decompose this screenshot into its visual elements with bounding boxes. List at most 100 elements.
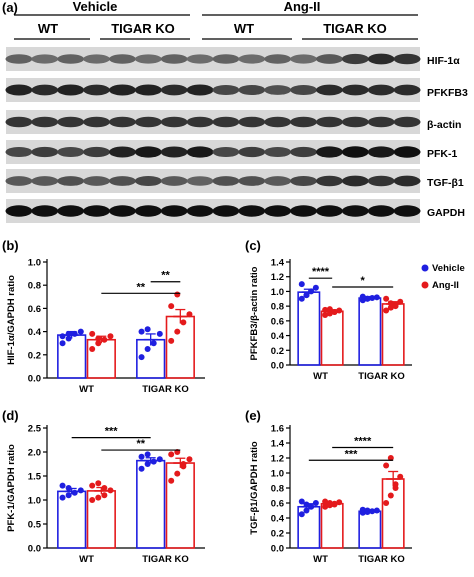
data-point-ang-ii — [89, 330, 96, 337]
bar-vehicle-tigar-ko — [358, 510, 382, 549]
blot-band — [5, 84, 33, 96]
data-point-ang-ii — [174, 291, 181, 298]
blot-band — [108, 116, 136, 128]
chart-panel-d: (d) 0.0 0.5 1.0 1.5 2.0 2.5 PFK-1/GAPDH ratio WT… — [2, 408, 205, 565]
blot-band — [264, 54, 292, 64]
y-axis-label: PFKFB3/β-actin ratio — [249, 266, 260, 360]
data-point-vehicle — [359, 506, 366, 513]
y-tick-label: 1.4 — [271, 258, 285, 269]
y-tick-label: 0.4 — [271, 331, 285, 342]
data-point-vehicle — [298, 295, 305, 302]
data-point-vehicle — [298, 281, 305, 288]
blot-band — [341, 84, 369, 96]
bar-ang-ii-wt — [320, 310, 344, 366]
data-point-ang-ii — [322, 498, 329, 505]
blot-band — [31, 146, 59, 158]
data-point-vehicle — [359, 293, 366, 300]
data-point-vehicle — [138, 453, 145, 460]
legend-label-ang-ii: Ang-II — [432, 280, 459, 291]
x-tick-label-wt: WT — [313, 371, 328, 382]
blot-band — [5, 205, 33, 217]
blot-band — [341, 53, 369, 65]
x-tick-label-tigar-ko: TIGAR KO — [142, 384, 188, 395]
data-point-ang-ii — [180, 319, 187, 326]
blot-band — [212, 146, 240, 158]
y-tick-label: 0.0 — [28, 374, 41, 385]
blot-band — [393, 53, 421, 65]
blot-band — [212, 205, 240, 217]
blot-band — [367, 84, 395, 96]
blot-band — [83, 54, 111, 64]
blot-band — [5, 146, 33, 158]
significance-label: **** — [312, 266, 330, 278]
band-label-pfkfb3: PFKFB3 — [427, 87, 468, 99]
bar-ang-ii-tigar-ko — [165, 462, 195, 549]
y-tick-label: 0.0 — [28, 544, 41, 555]
data-point-vehicle — [312, 500, 319, 506]
data-point-vehicle — [303, 501, 310, 508]
data-point-ang-ii — [392, 485, 399, 491]
data-point-ang-ii — [168, 477, 175, 484]
blot-band — [290, 54, 318, 64]
blot-band — [134, 205, 162, 217]
blot-band — [5, 54, 33, 64]
blot-strips — [5, 47, 421, 223]
blot-band — [134, 54, 162, 64]
x-tick-label-tigar-ko: TIGAR KO — [358, 371, 404, 382]
chart-panel-b: (b) 0.0 0.2 0.4 0.6 0.8 1.0 HIF-1α/GAPDH ratio W… — [2, 238, 205, 395]
data-point-vehicle — [59, 333, 66, 340]
data-point-vehicle — [71, 489, 78, 496]
blot-band — [83, 146, 111, 158]
data-point-ang-ii — [186, 311, 193, 318]
data-point-ang-ii — [101, 492, 108, 499]
data-point-vehicle — [303, 292, 310, 299]
significance-label: **** — [354, 436, 372, 448]
y-tick-label: 2.5 — [28, 424, 42, 435]
blot-band — [238, 116, 266, 128]
blot-band — [160, 205, 188, 217]
data-point-ang-ii — [387, 300, 394, 307]
data-point-ang-ii — [174, 470, 181, 477]
group-label-ko-vehicle: TIGAR KO — [111, 21, 175, 36]
y-axis-label: TGF-β1/GAPDH ratio — [249, 441, 260, 535]
blot-band — [238, 146, 266, 158]
blot-band — [290, 116, 318, 128]
band-label-tgfb1: TGF-β1 — [427, 177, 464, 189]
data-point-ang-ii — [95, 480, 102, 487]
blot-band — [264, 146, 292, 158]
data-point-ang-ii — [186, 456, 193, 463]
chart-panel-e: (e) 0.0 0.2 0.4 0.6 0.8 1.0 1.2 1.4 1.6 TGF-β1/GAP… — [245, 408, 412, 565]
panel-label: (b) — [2, 238, 19, 253]
blot-band — [212, 116, 240, 128]
data-point-vehicle — [312, 284, 319, 291]
y-tick-label: 0.0 — [271, 544, 284, 555]
chart-panel-c: (c) 0.0 0.2 0.4 0.6 0.8 1.0 1.2 1.4 PFKFB3/β-acti… — [245, 238, 412, 382]
data-point-ang-ii — [89, 346, 96, 352]
blot-band — [315, 175, 343, 187]
group-label-ko-ang-ii: TIGAR KO — [323, 21, 387, 36]
data-point-ang-ii — [383, 295, 390, 302]
blot-band — [212, 84, 240, 96]
blot-band — [83, 116, 111, 128]
blot-band — [57, 54, 85, 64]
blot-band — [134, 175, 162, 187]
y-tick-label: 1.2 — [271, 454, 284, 465]
data-point-ang-ii — [95, 494, 102, 501]
blot-band — [341, 116, 369, 128]
y-tick-label: 0.2 — [271, 529, 284, 540]
bar-ang-ii-wt — [86, 338, 116, 379]
blot-band — [83, 205, 111, 217]
legend-marker-ang-ii — [421, 281, 429, 289]
blot-band — [341, 146, 369, 158]
significance-label: * — [361, 275, 366, 287]
data-point-ang-ii — [387, 455, 394, 461]
blot-band — [393, 205, 421, 217]
blot-band — [393, 146, 421, 158]
blot-band — [315, 146, 343, 158]
blot-band — [341, 175, 369, 187]
blot-band — [57, 116, 85, 128]
blot-band — [134, 146, 162, 158]
blot-band — [212, 176, 240, 186]
bar-vehicle-wt — [297, 291, 321, 366]
blot-band — [367, 175, 395, 187]
